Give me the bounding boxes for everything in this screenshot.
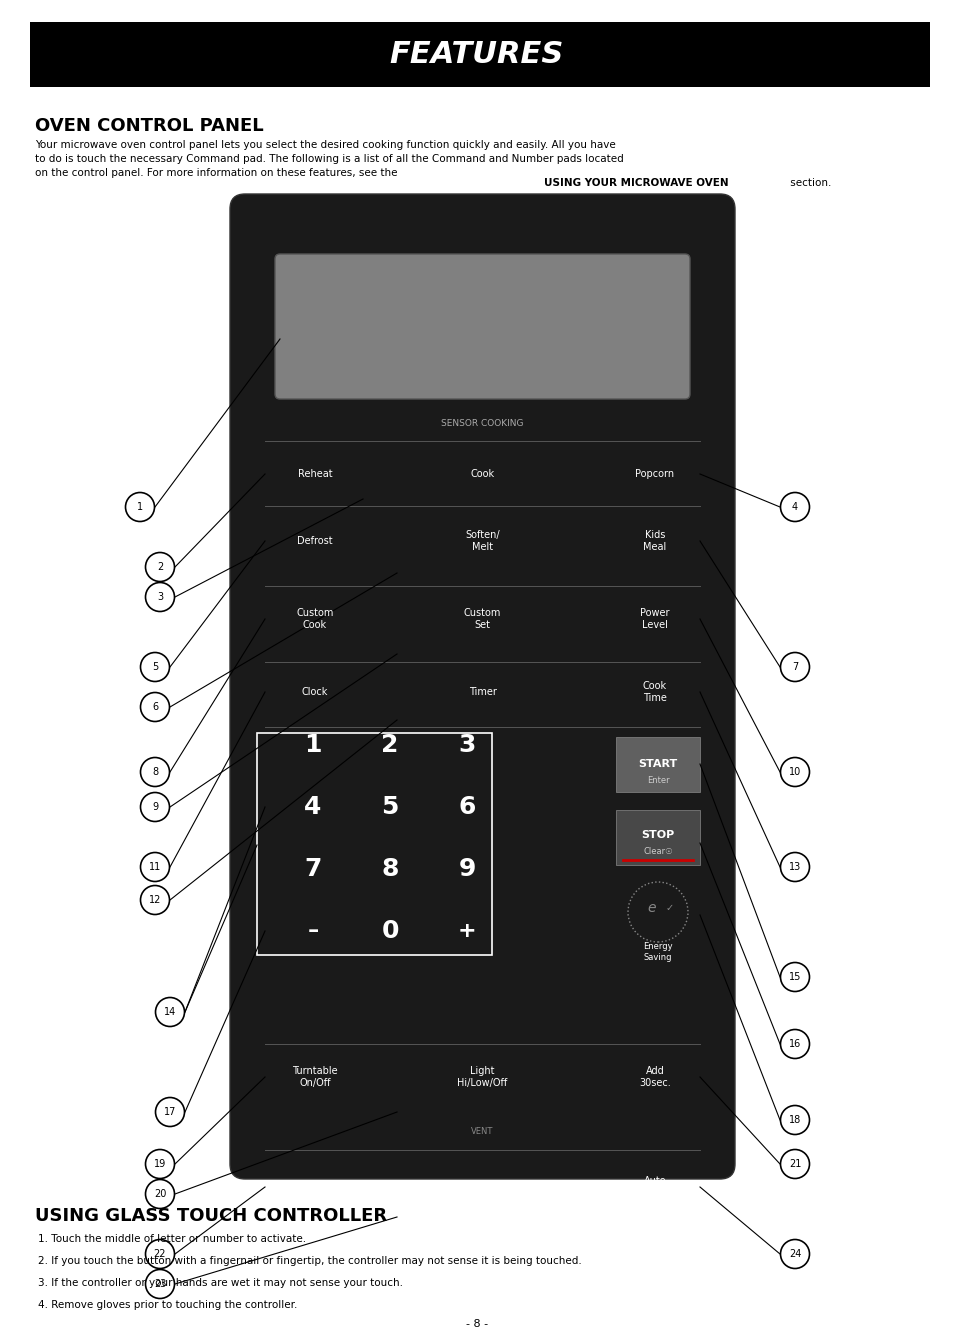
FancyBboxPatch shape	[616, 811, 700, 866]
Text: e: e	[647, 900, 656, 915]
Text: 7: 7	[791, 662, 798, 672]
FancyBboxPatch shape	[230, 195, 734, 1180]
Text: 4 Speed: 4 Speed	[462, 1182, 502, 1192]
Text: 9: 9	[457, 858, 476, 880]
Text: 7: 7	[304, 858, 321, 880]
Text: Enter: Enter	[646, 777, 669, 785]
Text: 2: 2	[381, 733, 398, 757]
Text: Add
30sec.: Add 30sec.	[639, 1066, 670, 1088]
Text: 0: 0	[381, 919, 398, 943]
Text: Your microwave oven control panel lets you select the desired cooking function q: Your microwave oven control panel lets y…	[35, 140, 623, 178]
Text: section.: section.	[786, 177, 830, 188]
Text: FEATURES: FEATURES	[390, 40, 563, 68]
Text: 12: 12	[149, 895, 161, 905]
Text: 4: 4	[304, 794, 321, 819]
Text: 18: 18	[788, 1115, 801, 1125]
Text: 2: 2	[156, 562, 163, 572]
Text: 8: 8	[381, 858, 398, 880]
Text: OVEN CONTROL PANEL: OVEN CONTROL PANEL	[35, 117, 263, 136]
Text: USING GLASS TOUCH CONTROLLER: USING GLASS TOUCH CONTROLLER	[35, 1206, 387, 1225]
Text: VENT: VENT	[471, 1127, 493, 1137]
Text: Reheat: Reheat	[297, 468, 332, 479]
Text: 3. If the controller or your hands are wet it may not sense your touch.: 3. If the controller or your hands are w…	[38, 1278, 402, 1288]
Text: Energy
Saving: Energy Saving	[642, 942, 672, 962]
Text: Clear☉: Clear☉	[642, 848, 672, 856]
Text: START: START	[638, 760, 677, 769]
Text: Popcorn: Popcorn	[635, 468, 674, 479]
Text: 23: 23	[153, 1279, 166, 1290]
Text: 5: 5	[381, 794, 398, 819]
Text: 22: 22	[153, 1249, 166, 1259]
Text: On/Off: On/Off	[299, 1182, 331, 1192]
Text: 10: 10	[788, 768, 801, 777]
Text: 6: 6	[152, 702, 158, 713]
Text: Soften/
Melt: Soften/ Melt	[465, 530, 499, 552]
FancyBboxPatch shape	[616, 737, 700, 792]
Text: 11: 11	[149, 862, 161, 872]
Text: 19: 19	[153, 1159, 166, 1169]
Text: 1. Touch the middle of letter or number to activate.: 1. Touch the middle of letter or number …	[38, 1235, 306, 1244]
Text: 17: 17	[164, 1107, 176, 1117]
Text: 1: 1	[304, 733, 321, 757]
Text: 1: 1	[137, 502, 143, 513]
Text: SENSOR COOKING: SENSOR COOKING	[441, 420, 523, 428]
Text: –: –	[307, 921, 318, 941]
Text: 6: 6	[457, 794, 476, 819]
Text: Light
Hi/Low/Off: Light Hi/Low/Off	[456, 1066, 507, 1088]
Text: Kids
Meal: Kids Meal	[642, 530, 666, 552]
Text: Auto
Timeset: Auto Timeset	[635, 1176, 674, 1198]
Text: 3: 3	[157, 592, 163, 603]
Text: 20: 20	[153, 1189, 166, 1198]
Text: STOP: STOP	[640, 829, 674, 840]
Text: Custom
Cook: Custom Cook	[296, 608, 334, 629]
Text: +: +	[457, 921, 476, 941]
Text: 13: 13	[788, 862, 801, 872]
Text: Defrost: Defrost	[297, 535, 333, 546]
Text: Timer: Timer	[468, 687, 496, 696]
Text: 15: 15	[788, 972, 801, 982]
Text: - 8 -: - 8 -	[465, 1319, 488, 1329]
Text: 8: 8	[152, 768, 158, 777]
Text: Custom
Set: Custom Set	[463, 608, 500, 629]
Text: Cook: Cook	[470, 468, 494, 479]
Text: 24: 24	[788, 1249, 801, 1259]
Text: 3: 3	[457, 733, 476, 757]
Text: Cook
Time: Cook Time	[642, 682, 666, 703]
Text: 21: 21	[788, 1159, 801, 1169]
Text: Clock: Clock	[301, 687, 328, 696]
Text: 2. If you touch the button with a fingernail or fingertip, the controller may no: 2. If you touch the button with a finger…	[38, 1256, 581, 1266]
Text: 4. Remove gloves prior to touching the controller.: 4. Remove gloves prior to touching the c…	[38, 1300, 297, 1310]
Text: 5: 5	[152, 662, 158, 672]
Text: 16: 16	[788, 1039, 801, 1049]
Text: 4: 4	[791, 502, 798, 513]
Text: USING YOUR MICROWAVE OVEN: USING YOUR MICROWAVE OVEN	[543, 177, 728, 188]
FancyBboxPatch shape	[30, 21, 929, 87]
Text: 9: 9	[152, 803, 158, 812]
FancyBboxPatch shape	[274, 254, 689, 399]
Text: 14: 14	[164, 1006, 176, 1017]
Text: ✓: ✓	[665, 903, 674, 913]
Text: Power
Level: Power Level	[639, 608, 669, 629]
Text: Turntable
On/Off: Turntable On/Off	[292, 1066, 337, 1088]
